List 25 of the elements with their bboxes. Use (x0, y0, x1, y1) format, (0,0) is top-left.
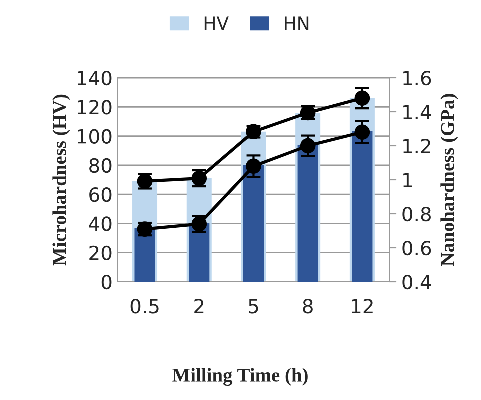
x-tick-label: 5 (249, 299, 258, 314)
y-tick-label: 20 (90, 246, 112, 261)
y2-tick-label: 1 (404, 173, 412, 188)
x-tick-label: 2 (194, 299, 204, 314)
y2-tick-label: 1.6 (404, 70, 432, 86)
y-tick-label: 60 (90, 188, 112, 202)
legend-label: HV (204, 16, 229, 30)
legend-label: HN (285, 16, 309, 30)
x-tick-label: 12 (352, 299, 373, 314)
y-tick-label: 40 (89, 216, 112, 232)
x-tick-label: 0.5 (130, 299, 159, 314)
y2-tick-label: 1.2 (404, 138, 430, 154)
x-axis-title: Milling Time (h) (172, 368, 308, 386)
y2-tick-label: 0.4 (402, 274, 432, 290)
y2-tick-label: 0.8 (402, 206, 432, 222)
y-tick-label: 120 (78, 100, 112, 115)
y2-tick-label: 0.6 (402, 240, 432, 256)
y-tick-label: 100 (78, 129, 112, 144)
y-tick-label: 140 (78, 70, 112, 86)
y-tick-label: 0 (102, 274, 112, 290)
x-tick-label: 8 (303, 299, 313, 314)
y2-tick-label: 1.4 (404, 105, 432, 120)
y-axis-title: Microhardness (HV) (52, 94, 70, 266)
y-tick-label: 80 (90, 158, 112, 174)
y2-axis-title: Nanohardness (GPa) (440, 94, 458, 266)
